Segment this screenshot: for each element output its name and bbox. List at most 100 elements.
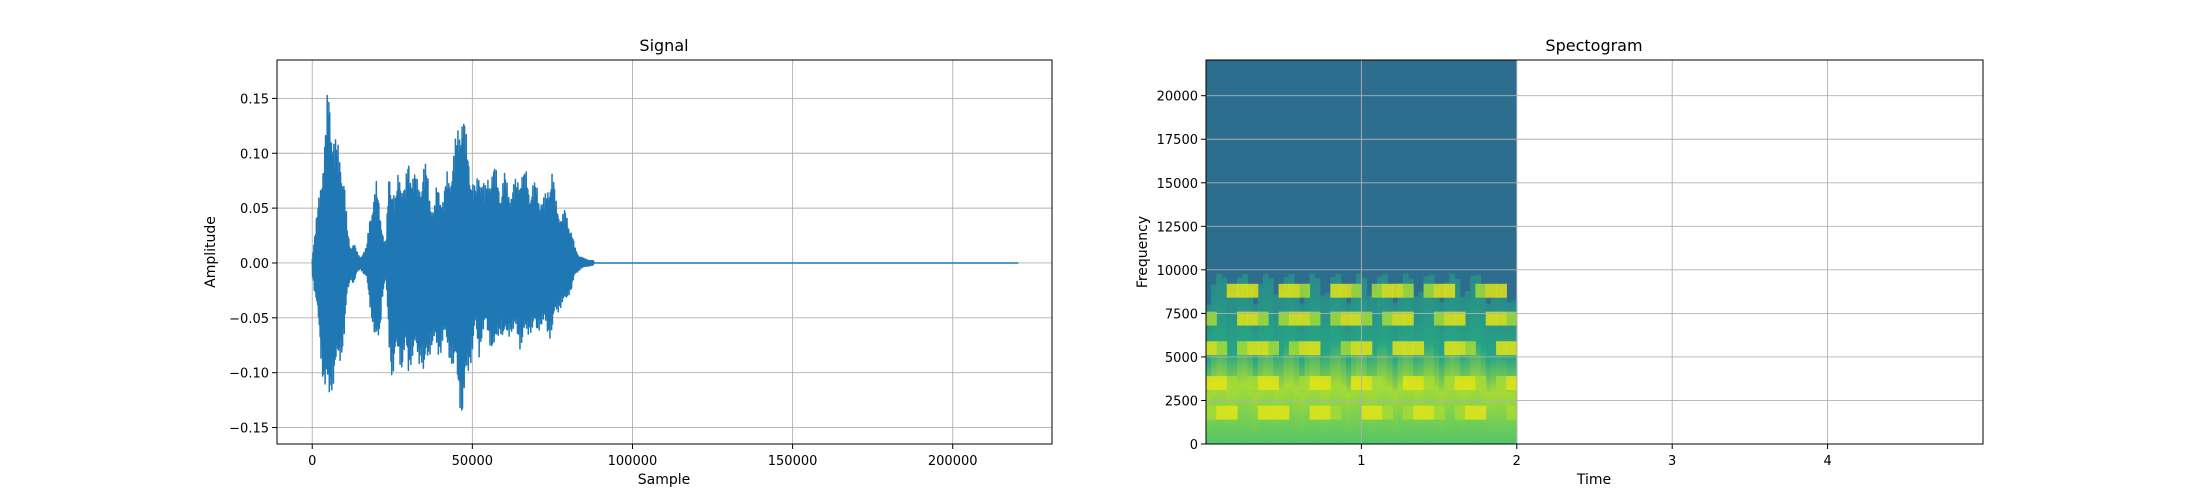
x-tick-label: 100000 (608, 454, 658, 469)
spectrogram-energy-column (1366, 295, 1373, 444)
spectrogram-y-label: Frequency (1135, 216, 1151, 288)
spectrogram-harmonic (1361, 311, 1373, 326)
spectrogram-harmonic (1496, 376, 1507, 391)
spectrogram-harmonic (1465, 341, 1476, 356)
spectrogram-harmonic (1330, 311, 1342, 326)
spectrogram-harmonic (1382, 311, 1393, 326)
signal-title: Signal (639, 36, 688, 55)
spectrogram-energy-column (1268, 277, 1274, 444)
x-tick-label: 150000 (768, 454, 818, 469)
spectrogram-harmonic (1371, 283, 1383, 298)
spectrogram-energy-column (1470, 276, 1476, 444)
spectrogram-energy-column (1262, 273, 1269, 444)
spectrogram-harmonic (1392, 311, 1404, 326)
y-tick-label: −0.15 (229, 422, 269, 437)
spectrogram-chart: 1 2 3 4 0 2500 5000 7500 10000 12500 15000 17500 20… (1135, 36, 1984, 488)
spectrogram-harmonic (1475, 376, 1487, 391)
spectrogram-harmonic (1340, 283, 1352, 298)
y-tick-label: 10000 (1157, 264, 1198, 279)
spectrogram-harmonic (1496, 283, 1507, 298)
spectrogram-energy-column (1351, 283, 1357, 444)
signal-chart: 0 50000 100000 150000 200000 −0.15 −0.10 −0.05… (203, 36, 1053, 488)
spectrogram-energy-column (1216, 273, 1223, 444)
spectrogram-harmonic (1454, 311, 1466, 326)
spectrogram-harmonic (1465, 376, 1476, 391)
spectrogram-harmonic (1454, 405, 1466, 420)
spectrogram-harmonic (1351, 341, 1362, 356)
spectrogram-energy-column (1433, 286, 1440, 444)
signal-line (311, 94, 1019, 411)
spectrogram-harmonic (1309, 311, 1321, 326)
spectrogram-energy-column (1371, 292, 1378, 444)
y-tick-label: 7500 (1165, 307, 1198, 322)
signal-x-ticks: 0 50000 100000 150000 200000 (308, 444, 978, 469)
spectrogram-harmonic (1361, 405, 1373, 420)
spectrogram-harmonic (1278, 311, 1290, 326)
spectrogram-harmonic (1206, 341, 1217, 356)
spectrogram-harmonic (1278, 283, 1290, 298)
spectrogram-harmonic (1485, 283, 1497, 298)
spectrogram-energy-column (1345, 303, 1352, 444)
spectrogram-harmonic (1475, 283, 1487, 298)
spectrogram-energy-column (1294, 285, 1300, 444)
spectrogram-energy-column (1397, 282, 1404, 444)
spectrogram-harmonic (1268, 341, 1280, 356)
spectrogram-harmonic (1506, 405, 1518, 420)
signal-frame (276, 59, 1053, 445)
spectrogram-energy-column (1408, 278, 1414, 444)
spectrogram-x-label: Time (1576, 472, 1611, 488)
spectrogram-harmonic (1299, 283, 1311, 298)
spectrogram-energy-column (1387, 286, 1393, 444)
y-tick-label: 15000 (1157, 177, 1198, 192)
spectrogram-title: Spectogram (1545, 36, 1642, 55)
x-tick-label: 0 (308, 454, 316, 469)
y-tick-label: −0.10 (229, 367, 269, 382)
spectrogram-energy-column (1454, 279, 1461, 444)
spectrogram-harmonic (1423, 405, 1435, 420)
spectrogram-harmonic (1288, 283, 1300, 298)
spectrogram-harmonic (1454, 341, 1466, 356)
spectrogram-harmonic (1206, 405, 1217, 420)
spectrogram-harmonic (1340, 311, 1352, 326)
spectrogram-energy-column (1273, 294, 1280, 444)
spectrogram-harmonic (1444, 341, 1456, 356)
spectrogram-energy-column (1325, 292, 1331, 444)
spectrogram-harmonic (1330, 405, 1342, 420)
spectrogram-energy-column (1361, 278, 1368, 444)
spectrogram-harmonic (1216, 341, 1228, 356)
spectrogram-harmonic (1444, 283, 1456, 298)
spectrogram-energy-column (1465, 291, 1471, 444)
spectrogram-harmonic (1402, 405, 1414, 420)
spectrogram-energy-column (1299, 303, 1305, 444)
spectrogram-harmonic (1433, 311, 1445, 326)
spectrogram-energy-column (1278, 293, 1285, 444)
spectrogram-harmonic (1319, 405, 1331, 420)
spectrogram-harmonic (1268, 405, 1280, 420)
spectrogram-harmonic (1433, 405, 1445, 420)
spectrogram-energy-column (1511, 300, 1518, 444)
spectrogram-frame (1205, 59, 1984, 445)
spectrogram-energy-column (1237, 277, 1243, 444)
spectrogram-harmonic (1351, 283, 1362, 298)
spectrogram-harmonic (1226, 405, 1238, 420)
spectrogram-energy-column (1335, 274, 1342, 444)
spectrogram-energy-column (1459, 296, 1466, 444)
spectrogram-harmonic (1299, 376, 1311, 391)
spectrogram-harmonic (1330, 283, 1342, 298)
y-tick-label: 17500 (1157, 133, 1198, 148)
spectrogram-harmonic (1247, 283, 1259, 298)
spectrogram-harmonic (1506, 341, 1518, 356)
y-tick-label: 0.05 (240, 202, 269, 217)
spectrogram-harmonic (1402, 341, 1414, 356)
spectrogram-energy-column (1392, 302, 1399, 444)
x-tick-label: 2 (1513, 454, 1521, 469)
spectrogram-harmonic (1237, 311, 1248, 326)
spectrogram-harmonic (1288, 311, 1300, 326)
y-tick-label: 12500 (1157, 220, 1198, 235)
spectrogram-energy-column (1490, 297, 1497, 444)
spectrogram-energy-column (1449, 273, 1456, 444)
spectrogram-harmonic (1361, 376, 1373, 391)
spectrogram-harmonic (1237, 283, 1248, 298)
spectrogram-harmonic (1309, 341, 1321, 356)
spectrogram-energy-column (1356, 273, 1362, 444)
